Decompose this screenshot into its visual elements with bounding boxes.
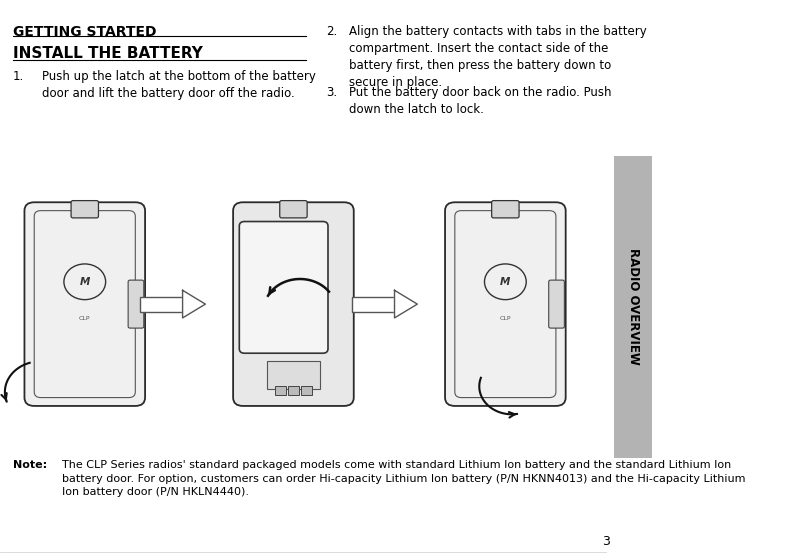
Text: RADIO OVERVIEW: RADIO OVERVIEW (626, 248, 640, 365)
FancyBboxPatch shape (141, 297, 183, 311)
Circle shape (64, 264, 106, 300)
FancyBboxPatch shape (71, 200, 98, 218)
Text: Put the battery door back on the radio. Push
down the latch to lock.: Put the battery door back on the radio. … (349, 86, 612, 117)
FancyBboxPatch shape (491, 200, 519, 218)
Text: INSTALL THE BATTERY: INSTALL THE BATTERY (13, 46, 203, 61)
Text: 3.: 3. (326, 86, 338, 99)
Polygon shape (183, 290, 206, 318)
FancyBboxPatch shape (549, 280, 564, 328)
Text: CLP: CLP (79, 316, 90, 320)
FancyBboxPatch shape (614, 156, 652, 458)
FancyBboxPatch shape (445, 203, 566, 406)
Text: 3: 3 (602, 535, 610, 548)
FancyBboxPatch shape (301, 386, 312, 395)
Text: M: M (500, 277, 510, 287)
Text: Push up the latch at the bottom of the battery
door and lift the battery door of: Push up the latch at the bottom of the b… (42, 70, 316, 100)
Text: Note:: Note: (13, 460, 47, 470)
Text: CLP: CLP (499, 316, 511, 320)
Text: 2.: 2. (326, 25, 338, 38)
FancyBboxPatch shape (239, 222, 328, 353)
FancyBboxPatch shape (128, 280, 144, 328)
FancyBboxPatch shape (233, 203, 354, 406)
Text: M: M (79, 277, 90, 287)
FancyBboxPatch shape (352, 297, 395, 311)
Text: Align the battery contacts with tabs in the battery
compartment. Insert the cont: Align the battery contacts with tabs in … (349, 25, 647, 89)
Text: The CLP Series radios' standard packaged models come with standard Lithium Ion b: The CLP Series radios' standard packaged… (62, 460, 746, 497)
FancyBboxPatch shape (279, 200, 307, 218)
Polygon shape (395, 290, 418, 318)
Circle shape (484, 264, 526, 300)
FancyBboxPatch shape (24, 203, 145, 406)
Text: 1.: 1. (13, 70, 24, 83)
FancyBboxPatch shape (268, 362, 319, 389)
FancyBboxPatch shape (288, 386, 298, 395)
FancyBboxPatch shape (276, 386, 286, 395)
Text: GETTING STARTED: GETTING STARTED (13, 25, 156, 39)
